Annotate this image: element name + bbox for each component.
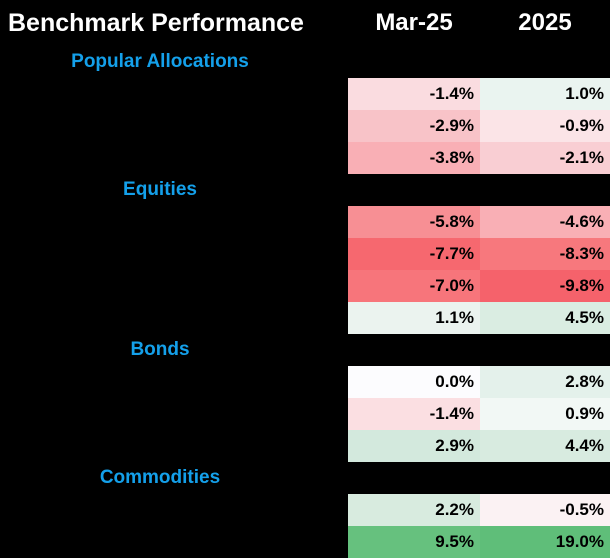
table-row: -2.9% -0.9%: [0, 110, 610, 142]
cell-mar: -5.8%: [348, 206, 480, 238]
spacer: [348, 462, 610, 494]
cell-mar: 9.5%: [348, 526, 480, 558]
cell-ytd: 19.0%: [480, 526, 610, 558]
cell-ytd: -4.6%: [480, 206, 610, 238]
section-header-commodities: Commodities: [0, 462, 610, 494]
cell-mar: 2.9%: [348, 430, 480, 462]
cell-ytd: 4.5%: [480, 302, 610, 334]
section-header-bonds: Bonds: [0, 334, 610, 366]
cell-ytd: -2.1%: [480, 142, 610, 174]
row-label-hidden: [0, 398, 348, 430]
table-row: -3.8% -2.1%: [0, 142, 610, 174]
spacer: [348, 174, 610, 206]
table-row: 9.5% 19.0%: [0, 526, 610, 558]
cell-mar: -1.4%: [348, 78, 480, 110]
row-label-hidden: [0, 366, 348, 398]
cell-ytd: -0.9%: [480, 110, 610, 142]
cell-ytd: 4.4%: [480, 430, 610, 462]
cell-ytd: -9.8%: [480, 270, 610, 302]
row-label-hidden: [0, 206, 348, 238]
table-row: 2.2% -0.5%: [0, 494, 610, 526]
section-header-equities: Equities: [0, 174, 610, 206]
section-label: Commodities: [99, 467, 221, 488]
page-title: Benchmark Performance: [8, 8, 304, 37]
section-label: Popular Allocations: [71, 51, 249, 72]
cell-mar: -1.4%: [348, 398, 480, 430]
table-row: -7.7% -8.3%: [0, 238, 610, 270]
row-label-hidden: [0, 238, 348, 270]
cell-ytd: 1.0%: [480, 78, 610, 110]
column-header-2025: 2025: [518, 9, 572, 36]
row-label-hidden: [0, 526, 348, 558]
cell-mar: -3.8%: [348, 142, 480, 174]
cell-mar: 1.1%: [348, 302, 480, 334]
table-row: -1.4% 0.9%: [0, 398, 610, 430]
row-label-hidden: [0, 110, 348, 142]
row-label-hidden: [0, 302, 348, 334]
row-label-hidden: [0, 270, 348, 302]
table-row: -1.4% 1.0%: [0, 78, 610, 110]
row-label-hidden: [0, 142, 348, 174]
cell-mar: 0.0%: [348, 366, 480, 398]
cell-mar: -7.7%: [348, 238, 480, 270]
row-label-hidden: [0, 430, 348, 462]
cell-ytd: 0.9%: [480, 398, 610, 430]
column-header-mar25: Mar-25: [375, 9, 453, 36]
cell-mar: -2.9%: [348, 110, 480, 142]
section-label: Bonds: [130, 339, 190, 360]
table-row: -7.0% -9.8%: [0, 270, 610, 302]
table-row: -5.8% -4.6%: [0, 206, 610, 238]
section-label: Equities: [123, 179, 197, 200]
table-row: 2.9% 4.4%: [0, 430, 610, 462]
section-header-popular-allocations: Popular Allocations: [0, 46, 610, 78]
spacer: [348, 334, 610, 366]
table-row: 0.0% 2.8%: [0, 366, 610, 398]
row-label-hidden: [0, 78, 348, 110]
spacer: [348, 46, 610, 78]
table-header: Benchmark Performance Mar-25 2025: [0, 0, 610, 46]
row-label-hidden: [0, 494, 348, 526]
cell-ytd: -8.3%: [480, 238, 610, 270]
cell-ytd: 2.8%: [480, 366, 610, 398]
cell-mar: -7.0%: [348, 270, 480, 302]
table-row: 1.1% 4.5%: [0, 302, 610, 334]
cell-ytd: -0.5%: [480, 494, 610, 526]
cell-mar: 2.2%: [348, 494, 480, 526]
